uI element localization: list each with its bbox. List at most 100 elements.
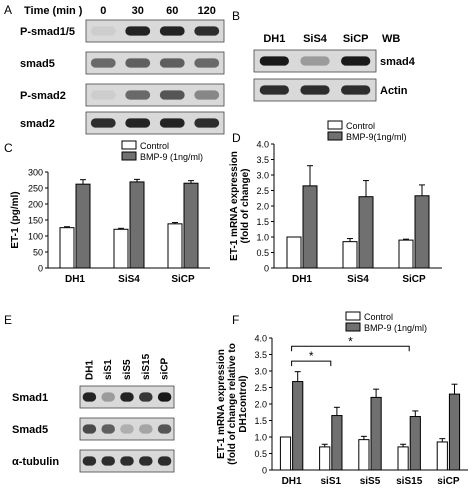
blot-band [159,58,185,68]
bar-bmp-9-1ng-ml-sis4 [358,196,374,269]
blot-label: smad5 [20,58,55,70]
blot-band [194,118,220,128]
y-tick-label: 1.5 [254,416,267,426]
bar-bmp-9-1ng-ml-sicp [414,195,430,269]
y-tick-label: 0 [38,264,43,274]
lane-label: siS5 [122,359,133,380]
y-tick-label: 2.5 [256,186,269,196]
bar-bmp-9-1ng-ml-dh1 [75,183,91,269]
y-tick-label: 0.5 [254,449,267,459]
legend-label: BMP-9 (1ng/ml) [364,323,427,333]
blot-strip [85,83,225,107]
blot-band [125,118,151,128]
y-tick-label: 1.5 [256,217,269,227]
y-tick-label: 3.0 [256,171,269,181]
y-tick-label: 150 [28,216,43,226]
bar-control-sicp [398,239,414,269]
blot-band [157,424,172,434]
time-tick: 60 [166,5,178,17]
blot-rows-e: Smad1 Smad5 α-tubulin [12,385,175,473]
blot-band [194,26,220,36]
bar-bmp-9-1ng-ml-sicp [448,393,461,471]
blot-band [82,424,97,434]
bar-control-dh1 [59,227,75,269]
x-tick-label: DH1 [282,476,302,487]
blot-strip [85,111,225,135]
blot-row-smad1: Smad1 [12,385,175,409]
blot-band [120,392,134,402]
blot-band [90,90,116,100]
x-tick-label: siS5 [360,476,381,487]
bar-bmp-9-1ng-ml-sis5 [370,396,382,471]
blot-label: P-smad1/5 [20,26,75,38]
legend-swatch [327,120,343,130]
blot-label: Actin [380,85,408,97]
y-tick-label: 3.5 [254,350,267,360]
lane-label: DH1 [84,360,95,380]
bar-control-sis15 [397,446,409,471]
y-tick-label: 1.0 [256,233,269,243]
significance-bracket [291,345,410,352]
blot-band [125,58,151,68]
blot-band [300,56,330,66]
blot-band [341,56,371,66]
x-tick-label: SiS4 [118,274,140,285]
bar-control-sis1 [319,446,331,471]
blot-label: Smad5 [12,424,48,436]
lane-label: DH1 [263,33,285,45]
lane-label: siS1 [103,359,114,380]
panel-c-letter: C [4,141,13,155]
time-tick: 120 [198,5,216,17]
time-labels: 0 30 60 120 [100,5,216,17]
lane-labels-e: DH1 siS1 siS5 siS15 siCP [84,353,170,380]
blot-strip [85,51,225,75]
blot-row-smad5: smad5 [20,51,225,75]
y-axis-label: ET-1 (pg/ml) [10,191,21,248]
lane-labels-b: DH1 SiS4 SiCP [263,33,368,45]
bar-control-sis4 [342,241,358,269]
blot-band [90,26,116,36]
blot-band [101,424,115,434]
x-tick-label: DH1 [292,274,312,285]
y-tick-label: 0.5 [256,248,269,258]
y-tick-label: 3.5 [256,155,269,165]
x-tick-label: siCP [437,476,460,487]
lane-label: siS15 [141,353,152,380]
blot-row-actin: Actin [253,78,408,102]
blot-band [139,392,153,402]
blot-band [194,90,220,100]
blot-rows-a: P-smad1/5 smad5 P-smad2 smad2 [20,19,225,135]
bar-bmp-9-1ng-ml-sis1 [331,415,343,471]
panel-a-letter: A [4,3,12,17]
chart-c: C 0 50 100 150 200 250 300 ET-1 (pg/ml) DH1 SiS4 S… [4,140,210,285]
panel-b-letter: B [232,9,240,23]
chart-f: F 0 0.5 1.0 1.5 2.0 2.5 3.0 3.5 4.0 ET-1 mRNA exp… [216,311,468,487]
panel-e: E DH1 siS1 siS5 siS15 siCP Smad1 Smad5 α-tubul… [4,313,175,473]
bar-control-sis5 [358,439,370,471]
blot-band [157,392,172,402]
y-tick-label: 250 [28,184,43,194]
blot-label: α-tubulin [12,456,59,468]
x-tick-label: SiCP [402,274,426,285]
x-tick-label: SiCP [171,274,195,285]
blot-band [101,456,115,466]
legend-swatch [327,131,343,141]
blot-label: Smad1 [12,392,48,404]
x-tick-label: DH1 [65,274,85,285]
blot-row-p-smad1-5: P-smad1/5 [20,19,225,43]
blot-band [90,58,116,68]
bar-bmp-9-1ng-ml-dh1 [292,381,304,471]
lane-label: SiCP [343,33,369,45]
blot-band [125,90,151,100]
panel-b: B WB DH1 SiS4 SiCP smad4 Actin [232,9,416,102]
blot-band [101,392,115,402]
significance-bracket [291,360,332,367]
significance-mark: * [348,334,353,348]
blot-label: smad2 [20,118,55,130]
panel-f-letter: F [232,313,239,327]
legend-label: Control [346,121,375,131]
wb-label: WB [382,33,400,45]
blot-band [159,26,185,36]
y-tick-label: 0 [262,466,267,476]
blot-strip [85,19,225,43]
